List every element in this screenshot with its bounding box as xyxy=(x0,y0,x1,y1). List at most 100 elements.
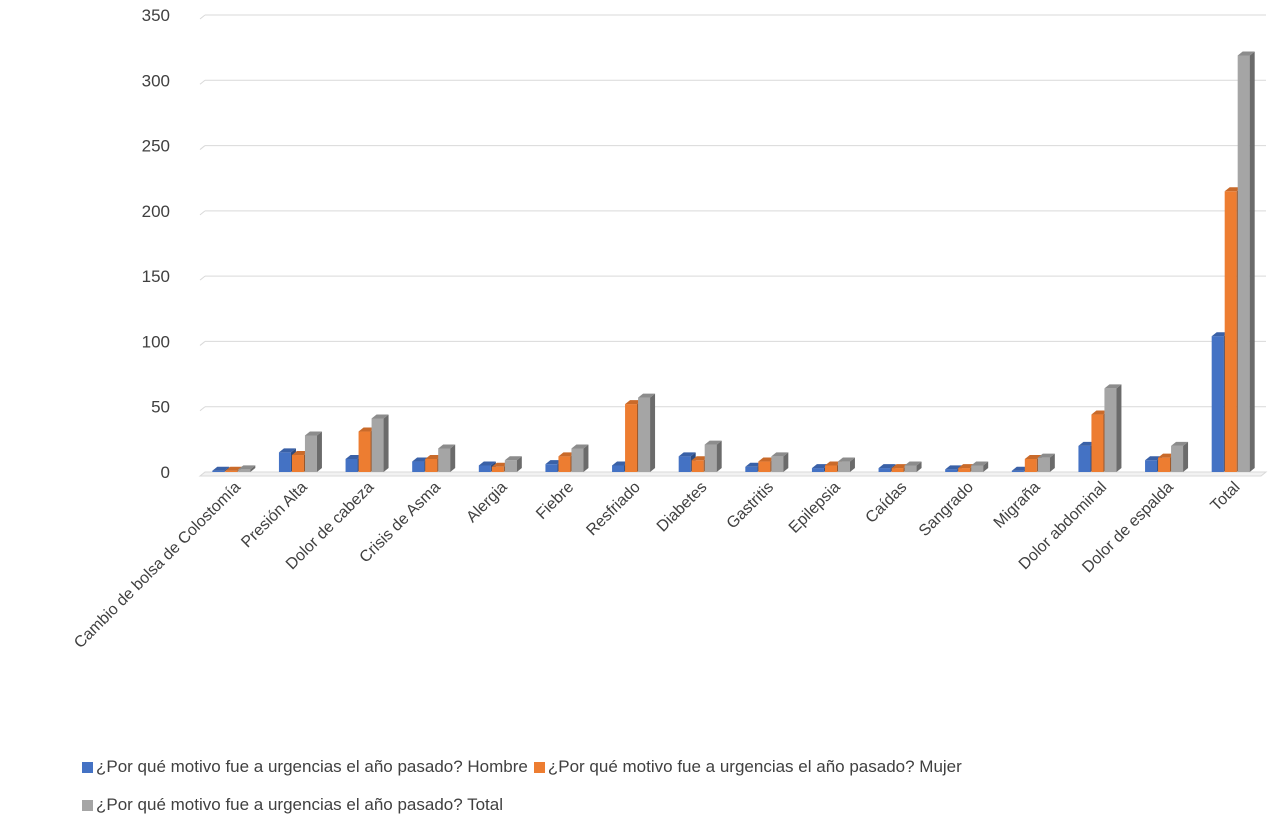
gridline-edge xyxy=(199,275,206,281)
bar xyxy=(304,431,322,472)
bar-side xyxy=(250,465,256,472)
bar xyxy=(1104,384,1122,472)
bar-top xyxy=(225,466,243,471)
gridline-edge xyxy=(199,406,206,412)
bar-front xyxy=(358,431,371,472)
bar-front xyxy=(704,444,717,472)
y-tick-label: 250 xyxy=(142,137,170,156)
bar-top xyxy=(837,457,855,462)
y-tick-label: 200 xyxy=(142,202,170,221)
bar-top xyxy=(304,431,322,436)
y-axis-tick-labels: 0 50 100 150 200 250 300 350 xyxy=(142,6,170,482)
bar-front xyxy=(491,466,504,472)
bar-front xyxy=(625,404,638,472)
bar-front xyxy=(291,455,304,472)
bar-top xyxy=(811,464,829,469)
y-tick-label: 350 xyxy=(142,6,170,25)
bar-side xyxy=(716,440,722,472)
bar-front xyxy=(612,465,625,472)
bar-front xyxy=(824,465,837,472)
bar-top xyxy=(1011,466,1029,471)
y-tick-label: 0 xyxy=(161,463,170,482)
bar-front xyxy=(904,465,917,472)
bar-front xyxy=(945,469,958,472)
y-tick-label: 50 xyxy=(151,398,170,417)
bar-top xyxy=(491,462,509,467)
bar-front xyxy=(558,456,571,472)
bar-front xyxy=(1104,388,1117,472)
legend-row-1: ¿Por qué motivo fue a urgencias el año p… xyxy=(82,756,1272,778)
bar-top xyxy=(771,452,789,457)
bar-front xyxy=(478,465,491,472)
bar-front xyxy=(571,448,584,472)
bar-top xyxy=(904,461,922,466)
bar xyxy=(904,461,922,472)
gridline-edge xyxy=(199,79,206,85)
legend-item-mujer: ¿Por qué motivo fue a urgencias el año p… xyxy=(533,757,962,777)
bar-top xyxy=(1237,51,1255,56)
bar-top xyxy=(704,440,722,445)
x-category-label: Cambio de bolsa de Colostomía xyxy=(71,479,244,652)
bar-top xyxy=(278,448,296,453)
bar-front xyxy=(412,461,425,472)
bar-front xyxy=(771,456,784,472)
bar-side xyxy=(916,461,922,472)
bar-top xyxy=(358,427,376,432)
bar xyxy=(504,456,522,472)
bar-top xyxy=(571,444,589,449)
bar-top xyxy=(504,456,522,461)
bar-front xyxy=(1224,191,1237,472)
legend-row-2: ¿Por qué motivo fue a urgencias el año p… xyxy=(82,794,1272,816)
x-category-label: Sangrado xyxy=(916,479,977,540)
bar xyxy=(704,440,722,472)
bar xyxy=(1037,453,1055,472)
bar-front xyxy=(438,448,451,472)
bar-front xyxy=(304,435,317,472)
bar-top xyxy=(1078,441,1096,446)
bar-side xyxy=(650,393,656,472)
bar-front xyxy=(971,465,984,472)
gridline-edge xyxy=(199,145,206,150)
bar-front xyxy=(878,468,891,472)
legend-item-total: ¿Por qué motivo fue a urgencias el año p… xyxy=(82,795,503,815)
bar-top xyxy=(745,462,763,467)
bar-front xyxy=(1011,470,1024,472)
bar-front xyxy=(1024,458,1037,472)
bar-front xyxy=(891,468,904,472)
x-category-label: Fiebre xyxy=(533,479,577,523)
bar-top xyxy=(1037,453,1055,458)
bar-top xyxy=(691,456,709,461)
bar-front xyxy=(1037,457,1050,472)
x-category-label: Caídas xyxy=(863,479,911,527)
x-category-label: Migraña xyxy=(991,479,1044,532)
bar-top xyxy=(1158,453,1176,458)
bar-side xyxy=(1116,384,1122,472)
bar-top xyxy=(971,461,989,466)
legend-swatch-hombre xyxy=(82,761,93,773)
bar-top xyxy=(1091,410,1109,415)
bar xyxy=(971,461,989,472)
bar-top xyxy=(1211,332,1229,337)
gridline-edge xyxy=(199,210,206,216)
bar-side xyxy=(583,444,589,472)
bar-top xyxy=(1104,384,1122,389)
bar-front xyxy=(371,418,384,472)
bar-side xyxy=(1049,453,1055,472)
bar xyxy=(837,457,855,472)
gridlines xyxy=(198,14,1268,477)
bar xyxy=(238,465,256,472)
bar xyxy=(371,414,389,472)
bar-front xyxy=(238,469,251,472)
bar xyxy=(771,452,789,472)
x-category-label: Resfriado xyxy=(583,479,644,540)
bar-front xyxy=(278,452,291,472)
gridline-edge xyxy=(199,14,206,20)
bar-top xyxy=(212,466,230,471)
bar xyxy=(1237,51,1255,472)
bar-front xyxy=(638,397,651,472)
bar-front xyxy=(1091,414,1104,472)
bar-front xyxy=(1171,445,1184,472)
bar xyxy=(1171,441,1189,472)
bar-top xyxy=(878,464,896,469)
y-tick-label: 150 xyxy=(142,267,170,286)
